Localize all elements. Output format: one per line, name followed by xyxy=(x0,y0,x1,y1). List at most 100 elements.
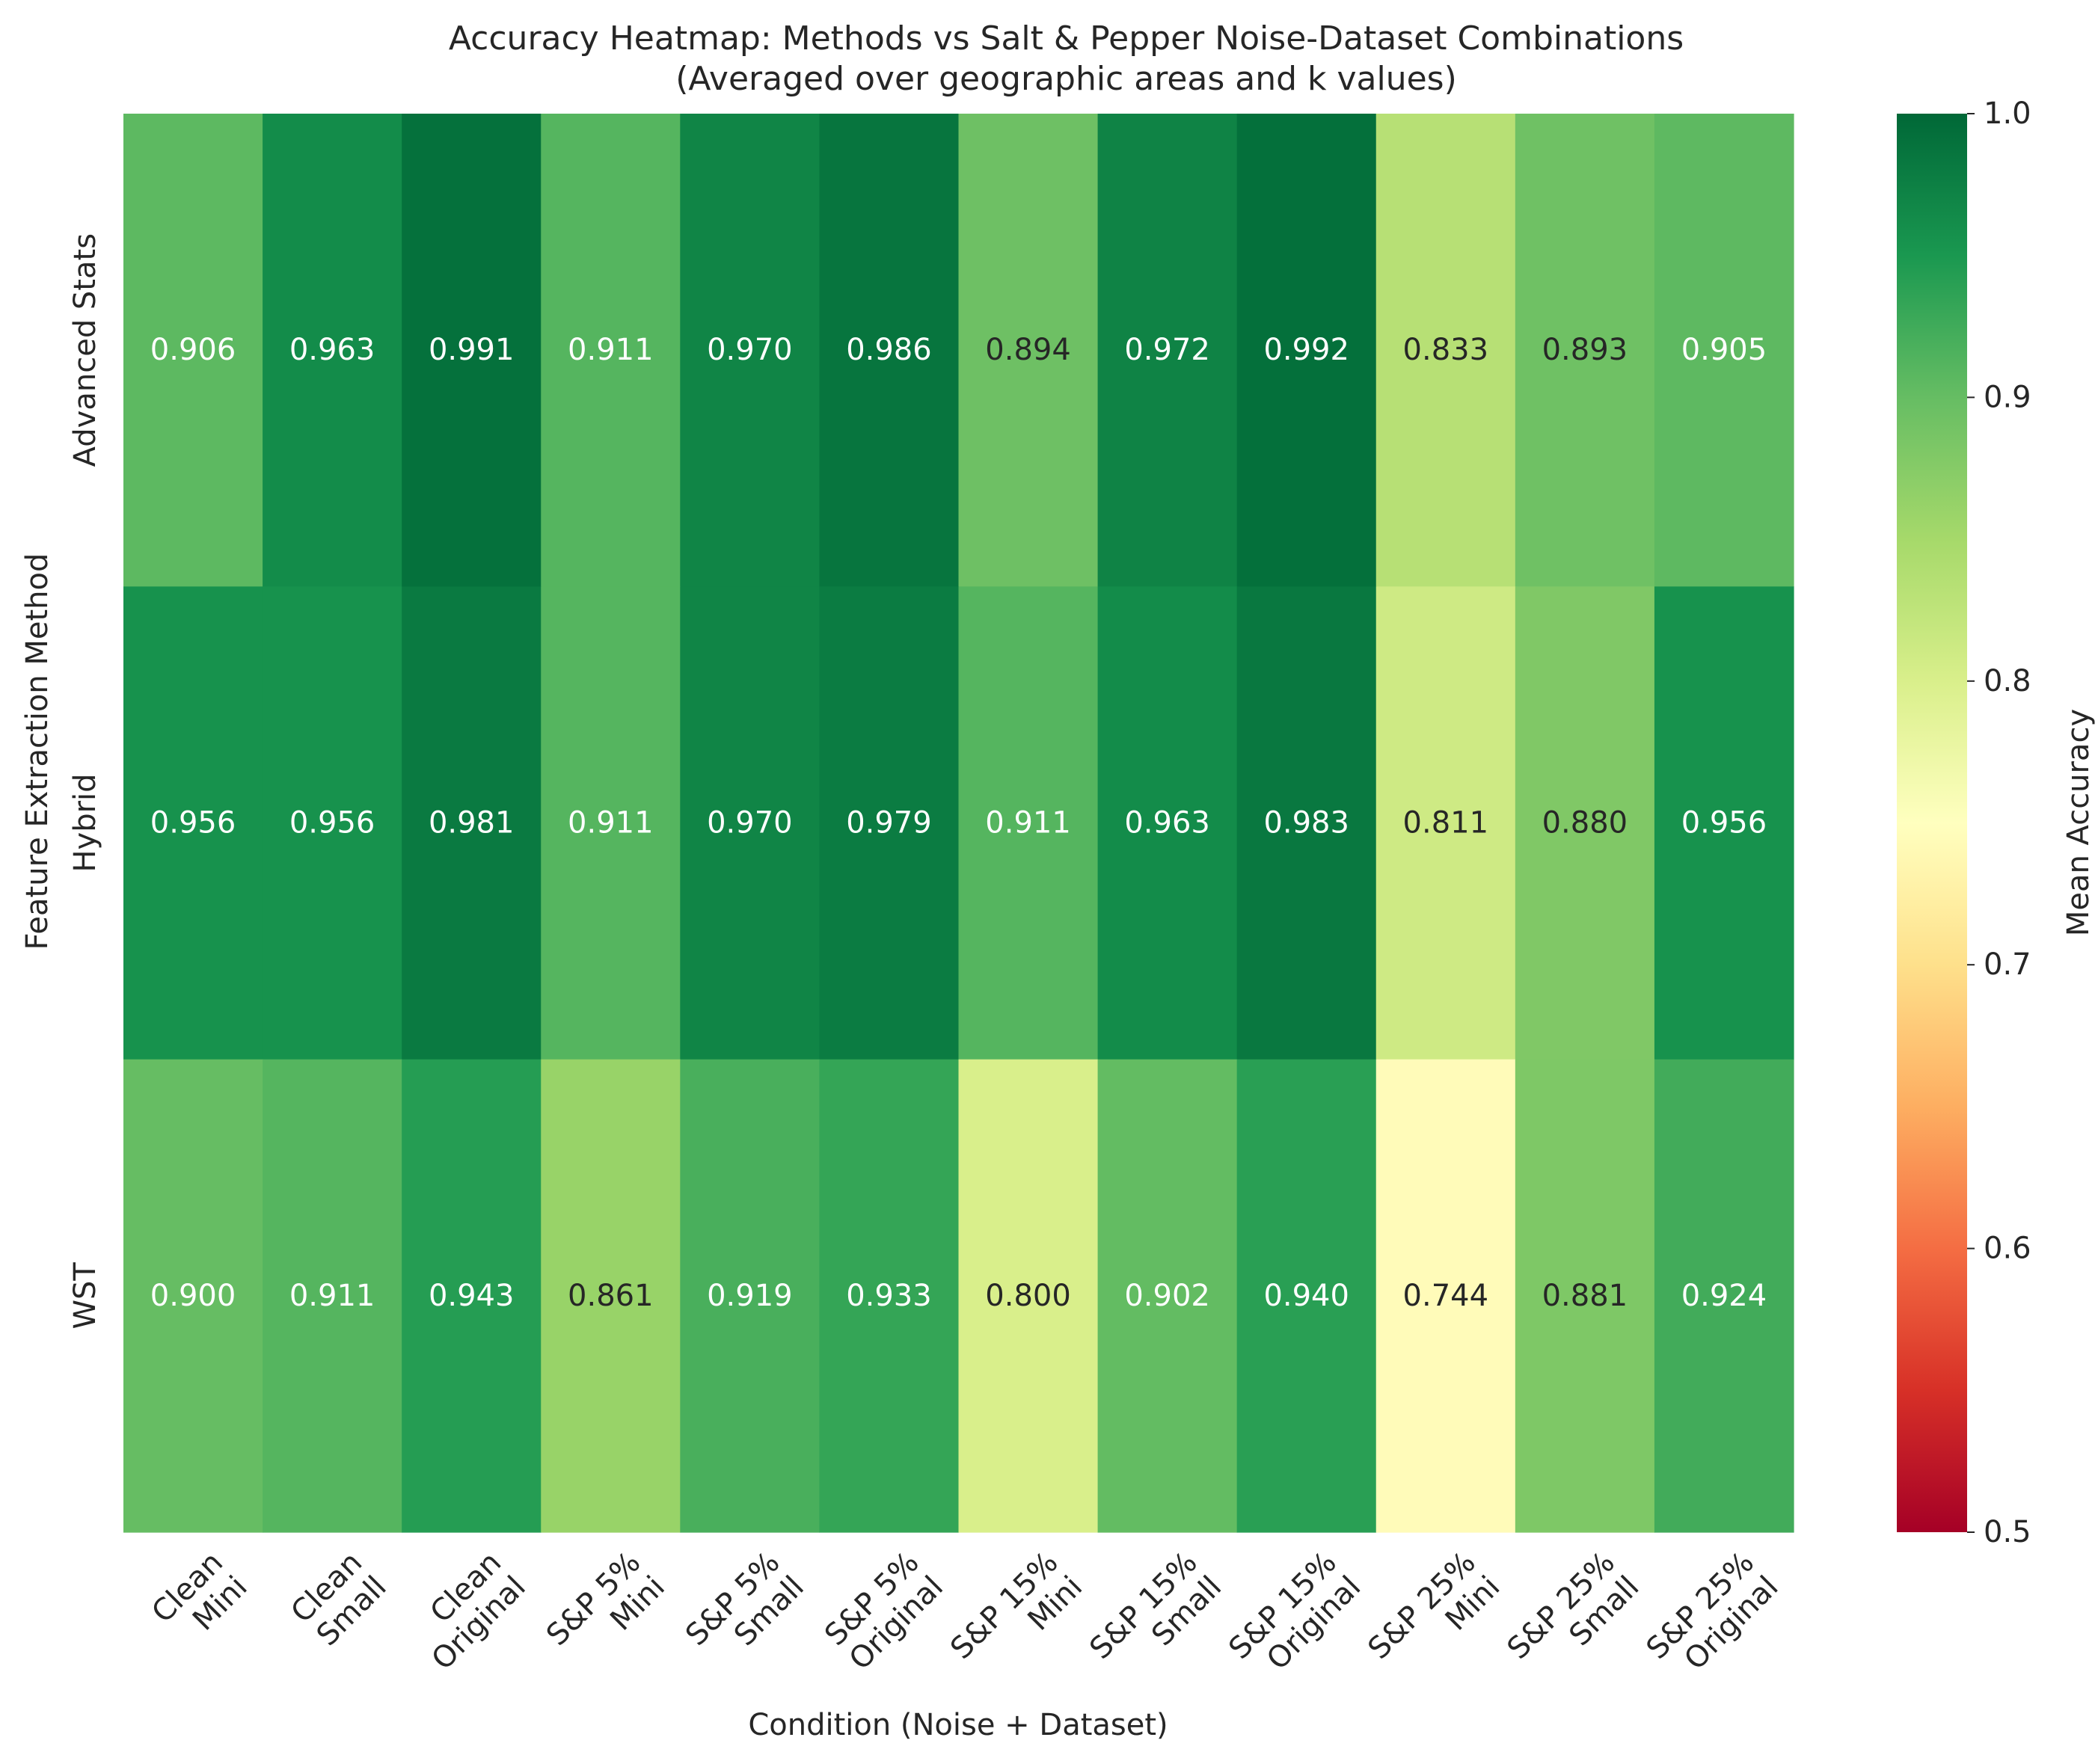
heatmap-cell xyxy=(1236,114,1377,587)
heatmap-cell xyxy=(1654,1059,1794,1533)
heatmap-cell xyxy=(402,1059,542,1533)
cell-value-label: 0.956 xyxy=(150,806,236,840)
colorbar-tick-label: 0.8 xyxy=(1984,664,2031,698)
cell-value-label: 0.963 xyxy=(289,333,375,367)
chart-subtitle: (Averaged over geographic areas and k va… xyxy=(675,60,1457,98)
cell-value-label: 0.911 xyxy=(985,806,1071,840)
cell-value-label: 0.893 xyxy=(1542,333,1628,367)
heatmap-cell xyxy=(123,1059,263,1533)
heatmap-cell xyxy=(819,586,960,1060)
heatmap-cell xyxy=(1654,114,1794,587)
cell-value-label: 0.981 xyxy=(429,806,515,840)
cell-value-label: 0.905 xyxy=(1681,333,1767,367)
cell-value-label: 0.970 xyxy=(707,806,793,840)
cell-value-label: 0.880 xyxy=(1542,806,1628,840)
heatmap-cell xyxy=(1654,586,1794,1060)
x-tick-label: CleanOriginal xyxy=(401,1546,533,1677)
colorbar-tick-label: 0.7 xyxy=(1984,947,2031,982)
x-tick-label: S&P 5%Small xyxy=(679,1546,811,1677)
heatmap-cell xyxy=(1097,114,1238,587)
cell-value-label: 0.986 xyxy=(846,333,932,367)
heatmap-cell xyxy=(958,586,1099,1060)
cell-value-label: 0.956 xyxy=(1681,806,1767,840)
cell-value-label: 0.744 xyxy=(1403,1279,1489,1313)
heatmap-cell xyxy=(263,586,402,1060)
heatmap-cell xyxy=(1375,1059,1516,1533)
heatmap-cell xyxy=(123,586,263,1060)
cell-value-label: 0.924 xyxy=(1681,1279,1767,1313)
cell-value-label: 0.902 xyxy=(1124,1279,1210,1313)
heatmap-cell xyxy=(263,114,402,587)
heatmap-cell xyxy=(1236,586,1377,1060)
colorbar-tick-label: 0.5 xyxy=(1984,1515,2031,1549)
cell-value-label: 0.881 xyxy=(1542,1279,1628,1313)
x-tick-label: S&P 25%Small xyxy=(1500,1546,1645,1691)
heatmap-cell xyxy=(819,1059,960,1533)
chart-title: Accuracy Heatmap: Methods vs Salt & Pepp… xyxy=(448,19,1684,58)
heatmap-cell xyxy=(680,114,821,587)
y-tick-label: Advanced Stats xyxy=(68,233,102,467)
cell-value-label: 0.970 xyxy=(707,333,793,367)
heatmap-cell xyxy=(1236,1059,1377,1533)
x-tick-label: CleanSmall xyxy=(284,1546,393,1654)
cell-value-label: 0.800 xyxy=(985,1279,1071,1313)
x-tick-label: S&P 15%Original xyxy=(1222,1546,1367,1691)
y-tick-label: WST xyxy=(68,1262,102,1330)
y-tick-labels: Advanced Stats Hybrid WST xyxy=(68,233,102,1330)
heatmap-cell xyxy=(1515,114,1655,587)
cell-value-label: 0.906 xyxy=(150,333,236,367)
cell-value-label: 0.900 xyxy=(150,1279,236,1313)
cell-value-label: 0.979 xyxy=(846,806,932,840)
heatmap-cell xyxy=(402,114,542,587)
heatmap-cell xyxy=(680,1059,821,1533)
x-tick-label: S&P 25%Mini xyxy=(1361,1546,1506,1691)
cell-value-label: 0.911 xyxy=(289,1279,375,1313)
x-tick-label: S&P 5%Mini xyxy=(540,1546,672,1677)
heatmap-cell xyxy=(1097,586,1238,1060)
colorbar-tick-label: 0.6 xyxy=(1984,1232,2031,1266)
colorbar-tick-label: 1.0 xyxy=(1984,96,2031,131)
heatmap-cell xyxy=(958,114,1099,587)
heatmap-cell xyxy=(541,586,681,1060)
x-tick-label: S&P 15%Mini xyxy=(944,1546,1089,1691)
cell-value-label: 0.861 xyxy=(568,1279,654,1313)
cell-value-label: 0.911 xyxy=(568,806,654,840)
colorbar-ticks: 0.5 0.6 0.7 0.8 0.9 1.0 xyxy=(1967,96,2031,1549)
cell-value-label: 0.972 xyxy=(1124,333,1210,367)
heatmap-cell xyxy=(958,1059,1099,1533)
x-tick-label: S&P 5%Original xyxy=(818,1546,950,1677)
x-tick-label: S&P 15%Small xyxy=(1083,1546,1228,1691)
heatmap-cell xyxy=(402,586,542,1060)
colorbar-label: Mean Accuracy xyxy=(2061,709,2096,936)
heatmap-cells xyxy=(123,114,1794,1533)
cell-value-label: 0.811 xyxy=(1403,806,1489,840)
x-tick-labels: CleanMini CleanSmall CleanOriginal S&P 5%Mi… xyxy=(145,1546,1785,1691)
x-axis-label: Condition (Noise + Dataset) xyxy=(748,1708,1168,1742)
cell-value-label: 0.943 xyxy=(429,1279,515,1313)
x-tick-label: S&P 25%Original xyxy=(1640,1546,1785,1691)
cell-value-label: 0.894 xyxy=(985,333,1071,367)
x-tick-label: CleanMini xyxy=(145,1546,254,1654)
cell-value-label: 0.940 xyxy=(1263,1279,1349,1313)
heatmap-cell xyxy=(680,586,821,1060)
heatmap-cell xyxy=(1375,114,1516,587)
colorbar xyxy=(1897,114,1967,1532)
cell-value-label: 0.911 xyxy=(568,333,654,367)
cell-value-label: 0.963 xyxy=(1124,806,1210,840)
y-axis-label: Feature Extraction Method xyxy=(20,553,55,950)
y-tick-label: Hybrid xyxy=(68,773,102,872)
cell-value-label: 0.919 xyxy=(707,1279,793,1313)
cell-value-label: 0.983 xyxy=(1263,806,1349,840)
cell-value-label: 0.833 xyxy=(1403,333,1489,367)
heatmap-cell xyxy=(1515,586,1655,1060)
heatmap-cell xyxy=(541,1059,681,1533)
heatmap-cell xyxy=(1515,1059,1655,1533)
heatmap-cell xyxy=(1375,586,1516,1060)
heatmap-cell xyxy=(263,1059,402,1533)
colorbar-tick-label: 0.9 xyxy=(1984,380,2031,414)
cell-value-label: 0.933 xyxy=(846,1279,932,1313)
cell-value-label: 0.956 xyxy=(289,806,375,840)
heatmap-cell xyxy=(1097,1059,1238,1533)
